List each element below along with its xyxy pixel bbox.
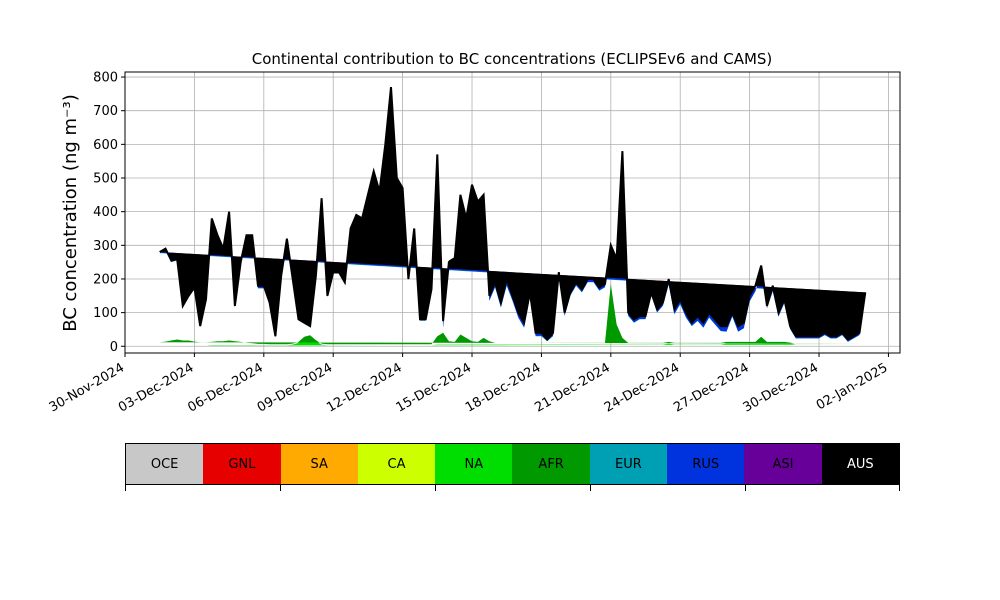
- legend-colorbar: OCE GNL SA CA NA AFR EUR RUS ASI AUS: [125, 443, 900, 485]
- legend-tick: [125, 485, 126, 491]
- legend-tick: [899, 485, 900, 491]
- y-axis-label: BC concentration (ng m⁻³): [60, 94, 81, 332]
- x-axis: 30-Nov-202403-Dec-202406-Dec-202409-Dec-…: [47, 353, 891, 416]
- x-tick-label: 30-Nov-2024: [47, 360, 127, 415]
- y-tick-label: 0: [110, 340, 118, 355]
- area-rus: [159, 88, 866, 342]
- legend-entry-na: NA: [435, 444, 513, 484]
- legend-tick: [280, 485, 281, 491]
- legend-entry-gnl: GNL: [203, 444, 281, 484]
- legend-entry-oce: OCE: [126, 444, 204, 484]
- legend-tick: [745, 485, 746, 491]
- area-aus: [159, 86, 866, 340]
- legend-entry-aus: AUS: [821, 444, 899, 484]
- x-tick-label: 27-Dec-2024: [671, 360, 751, 415]
- x-tick-label: 18-Dec-2024: [463, 360, 543, 415]
- axes-frame: [124, 71, 901, 354]
- y-tick-label: 500: [93, 172, 118, 187]
- legend-entry-ca: CA: [357, 444, 436, 484]
- legend-entry-rus: RUS: [667, 444, 745, 484]
- grid-lines: [124, 72, 900, 353]
- y-tick-label: 100: [93, 306, 118, 321]
- x-tick-label: 09-Dec-2024: [255, 360, 335, 415]
- x-tick-label: 21-Dec-2024: [532, 360, 612, 415]
- plot-frame: [124, 71, 901, 354]
- x-tick-label: 24-Dec-2024: [602, 360, 682, 415]
- x-tick-label: 02-Jan-2025: [814, 360, 891, 413]
- legend-tick: [435, 485, 436, 491]
- x-tick-label: 15-Dec-2024: [394, 360, 474, 415]
- y-tick-label: 200: [93, 272, 118, 287]
- x-tick-label: 06-Dec-2024: [185, 360, 265, 415]
- y-tick-label: 300: [93, 239, 118, 254]
- legend-entry-asi: ASI: [744, 444, 822, 484]
- chart-title: Continental contribution to BC concentra…: [252, 50, 773, 68]
- legend-entry-eur: EUR: [589, 444, 668, 484]
- x-tick-label: 30-Dec-2024: [741, 360, 821, 415]
- legend-tick: [590, 485, 591, 491]
- legend-entry-afr: AFR: [512, 444, 590, 484]
- legend-entry-sa: SA: [280, 444, 358, 484]
- y-tick-label: 400: [93, 205, 118, 220]
- y-tick-label: 800: [93, 71, 118, 86]
- total-line: [159, 87, 867, 342]
- x-tick-label: 12-Dec-2024: [324, 360, 404, 415]
- x-tick-label: 03-Dec-2024: [116, 360, 196, 415]
- area-asi: [159, 86, 866, 340]
- area-eur: [159, 88, 866, 342]
- y-axis: 0 100 200 300 400 500 600 700 800: [93, 71, 125, 355]
- stacked-areas: [159, 86, 867, 346]
- y-tick-label: 600: [93, 138, 118, 153]
- y-tick-label: 700: [93, 104, 118, 119]
